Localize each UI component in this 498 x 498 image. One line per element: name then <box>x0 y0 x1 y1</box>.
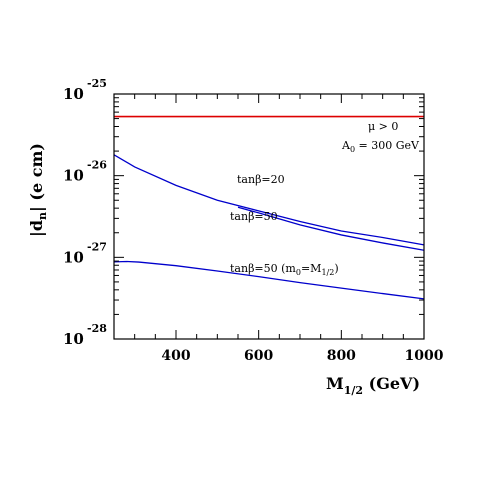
series-label-tb50m0-sub1: 0 <box>296 268 301 277</box>
x-tick-label: 800 <box>327 348 356 364</box>
x-axis-label-main: M <box>326 374 344 393</box>
y-tick-label: 10 <box>63 330 84 348</box>
series-label-tb50m0: tanβ=50 (m0=M1/2) <box>230 262 339 277</box>
y-tick-label: 10 <box>63 85 84 103</box>
series-label-tb50m0-sub2: 1/2 <box>321 268 334 277</box>
axes <box>113 93 425 340</box>
y-tick-exponent: -25 <box>87 77 107 90</box>
x-tick-label: 400 <box>161 348 190 364</box>
series-label-tb50m0-end: ) <box>334 262 338 275</box>
y-axis-label-sub: n <box>36 212 49 220</box>
y-axis-label-suffix: | (e cm) <box>27 143 46 212</box>
series-line-tb50m0 <box>113 260 425 300</box>
x-tick-label: 1000 <box>405 348 444 364</box>
y-tick-exponent: -27 <box>87 240 107 253</box>
annotation-a0-sub: 0 <box>350 145 355 154</box>
y-axis-label-prefix: |d <box>27 220 46 237</box>
series-label-tb50m0-main: tanβ=50 (m <box>230 262 296 275</box>
y-axis-label: |dn| (e cm) <box>27 143 49 237</box>
annotation-a0-main: A <box>341 139 351 152</box>
annotation-a0-rest: = 300 GeV <box>355 139 420 152</box>
ticks <box>114 94 425 340</box>
series-label-tb50m0-mid: =M <box>301 262 321 275</box>
annotation-mu: μ > 0 <box>368 120 398 133</box>
x-axis-label-sub: 1/2 <box>344 384 363 397</box>
series-line-tb20 <box>113 154 425 246</box>
series-label-tb20: tanβ=20 <box>237 173 285 186</box>
annotation-a0: A0 = 300 GeV <box>341 139 420 154</box>
y-tick-label: 10 <box>63 248 84 266</box>
x-tick-label: 600 <box>244 348 273 364</box>
x-axis-label: M1/2 (GeV) <box>326 374 420 397</box>
y-tick-exponent: -26 <box>87 159 107 172</box>
series-layer <box>113 115 425 300</box>
series-label-tb50: tanβ=50 <box>230 210 278 223</box>
plot-frame <box>113 93 425 340</box>
series-line-tb50 <box>237 206 425 251</box>
y-tick-label: 10 <box>63 167 84 185</box>
x-axis-label-unit: (GeV) <box>363 374 420 393</box>
y-tick-exponent: -28 <box>87 322 107 335</box>
